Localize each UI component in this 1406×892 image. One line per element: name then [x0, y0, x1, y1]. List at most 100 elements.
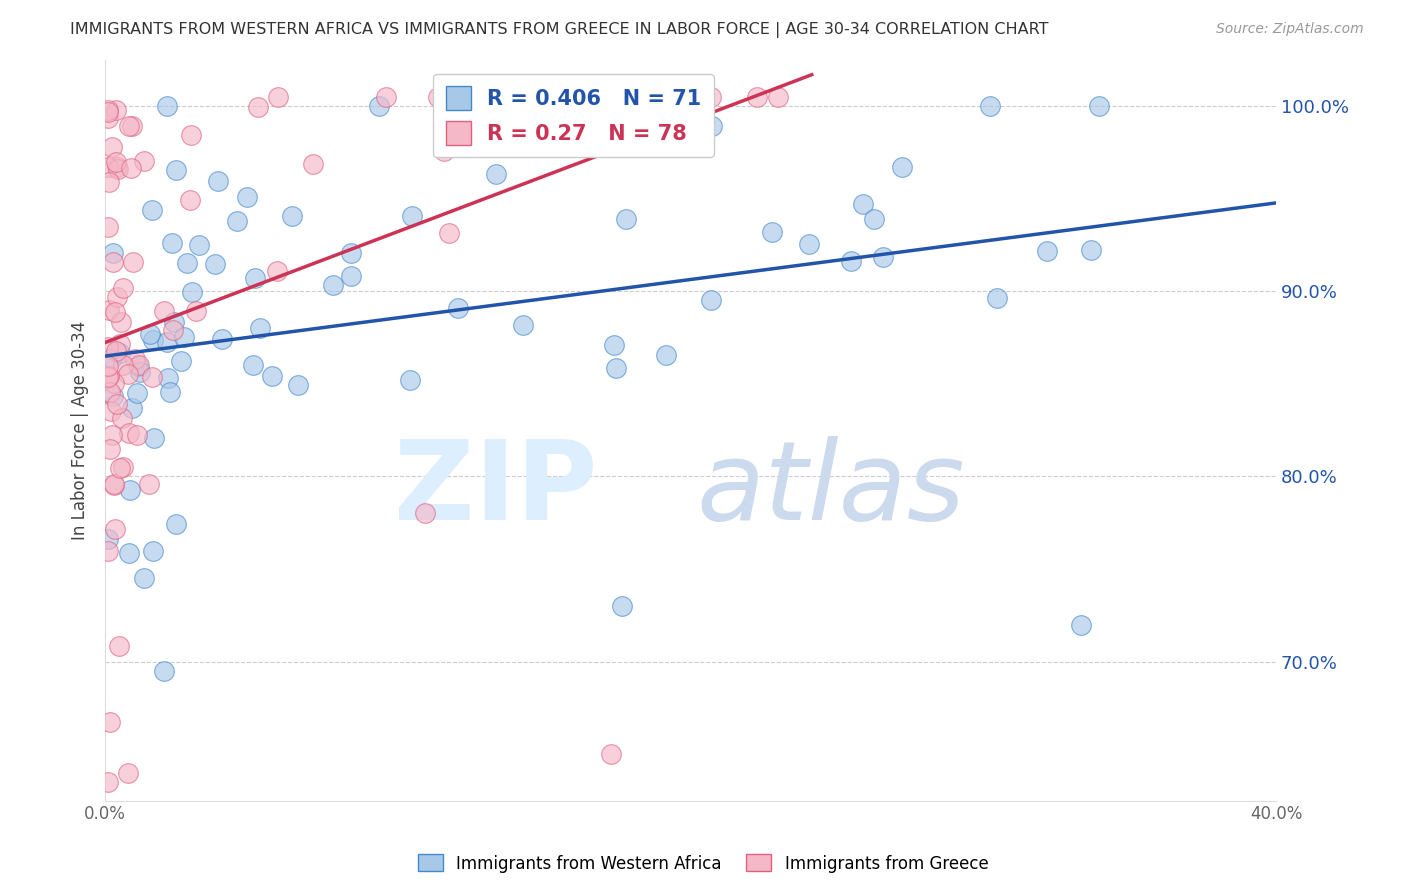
Point — [117, 765, 139, 780]
Point — [142, 333, 165, 347]
Point — [267, 89, 290, 103]
Point — [287, 377, 309, 392]
Point — [159, 384, 181, 399]
Point — [661, 89, 683, 103]
Point — [100, 384, 122, 399]
Point — [152, 304, 174, 318]
Point — [427, 89, 450, 103]
Point — [340, 246, 363, 260]
Point — [104, 103, 127, 118]
Point — [110, 315, 132, 329]
Point — [700, 120, 723, 134]
Point — [761, 225, 783, 239]
Point — [1088, 99, 1111, 113]
Point — [118, 426, 141, 441]
Point — [176, 256, 198, 270]
Point — [368, 99, 391, 113]
Point — [97, 369, 120, 384]
Point — [124, 351, 146, 366]
Legend: Immigrants from Western Africa, Immigrants from Greece: Immigrants from Western Africa, Immigran… — [411, 847, 995, 880]
Point — [766, 89, 789, 103]
Point — [280, 210, 302, 224]
Point — [165, 517, 187, 532]
Point — [157, 370, 180, 384]
Point — [127, 359, 149, 374]
Point — [121, 401, 143, 415]
Point — [165, 162, 187, 177]
Point — [103, 478, 125, 492]
Point — [128, 358, 150, 372]
Point — [614, 211, 637, 226]
Point — [141, 370, 163, 384]
Point — [852, 197, 875, 211]
Point — [1036, 244, 1059, 258]
Point — [118, 546, 141, 560]
Point — [97, 161, 120, 175]
Point — [97, 105, 120, 120]
Point — [97, 532, 120, 546]
Point — [104, 343, 127, 358]
Point — [863, 212, 886, 227]
Point — [97, 359, 120, 373]
Point — [97, 103, 120, 118]
Point — [107, 161, 129, 176]
Point — [986, 291, 1008, 305]
Point — [105, 290, 128, 304]
Point — [97, 340, 120, 354]
Point — [599, 747, 621, 762]
Point — [156, 335, 179, 350]
Point — [107, 160, 129, 174]
Point — [180, 128, 202, 142]
Point — [142, 543, 165, 558]
Point — [433, 144, 456, 158]
Point — [249, 321, 271, 335]
Point — [699, 89, 721, 103]
Point — [101, 140, 124, 154]
Point — [655, 348, 678, 362]
Point — [125, 428, 148, 442]
Point — [699, 293, 721, 307]
Point — [156, 99, 179, 113]
Point — [512, 318, 534, 332]
Point — [745, 89, 768, 103]
Point — [797, 236, 820, 251]
Point — [105, 397, 128, 411]
Point — [603, 337, 626, 351]
Point — [162, 323, 184, 337]
Point — [676, 89, 699, 103]
Point — [839, 253, 862, 268]
Point — [260, 368, 283, 383]
Point — [132, 571, 155, 585]
Point — [163, 316, 186, 330]
Point — [186, 304, 208, 318]
Point — [439, 226, 461, 240]
Point — [143, 431, 166, 445]
Point — [1080, 243, 1102, 257]
Point — [891, 160, 914, 174]
Point — [103, 245, 125, 260]
Point — [565, 89, 588, 103]
Point — [108, 346, 131, 360]
Point — [112, 460, 135, 475]
Point — [340, 268, 363, 283]
Point — [153, 664, 176, 678]
Point — [207, 174, 229, 188]
Point — [98, 303, 121, 318]
Point — [322, 278, 344, 293]
Point — [204, 257, 226, 271]
Point — [110, 337, 132, 351]
Point — [104, 522, 127, 536]
Point — [501, 89, 523, 103]
Point — [122, 255, 145, 269]
Point — [101, 428, 124, 442]
Point — [301, 157, 323, 171]
Point — [105, 155, 128, 169]
Point — [103, 376, 125, 390]
Point — [188, 238, 211, 252]
Point — [605, 361, 627, 376]
Point — [139, 326, 162, 341]
Point — [979, 99, 1001, 113]
Point — [413, 507, 436, 521]
Point — [170, 353, 193, 368]
Point — [181, 285, 204, 299]
